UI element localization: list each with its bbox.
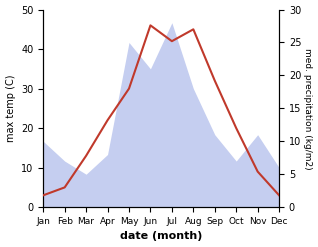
Y-axis label: max temp (C): max temp (C) bbox=[5, 75, 16, 142]
X-axis label: date (month): date (month) bbox=[120, 231, 202, 242]
Y-axis label: med. precipitation (kg/m2): med. precipitation (kg/m2) bbox=[303, 48, 313, 169]
